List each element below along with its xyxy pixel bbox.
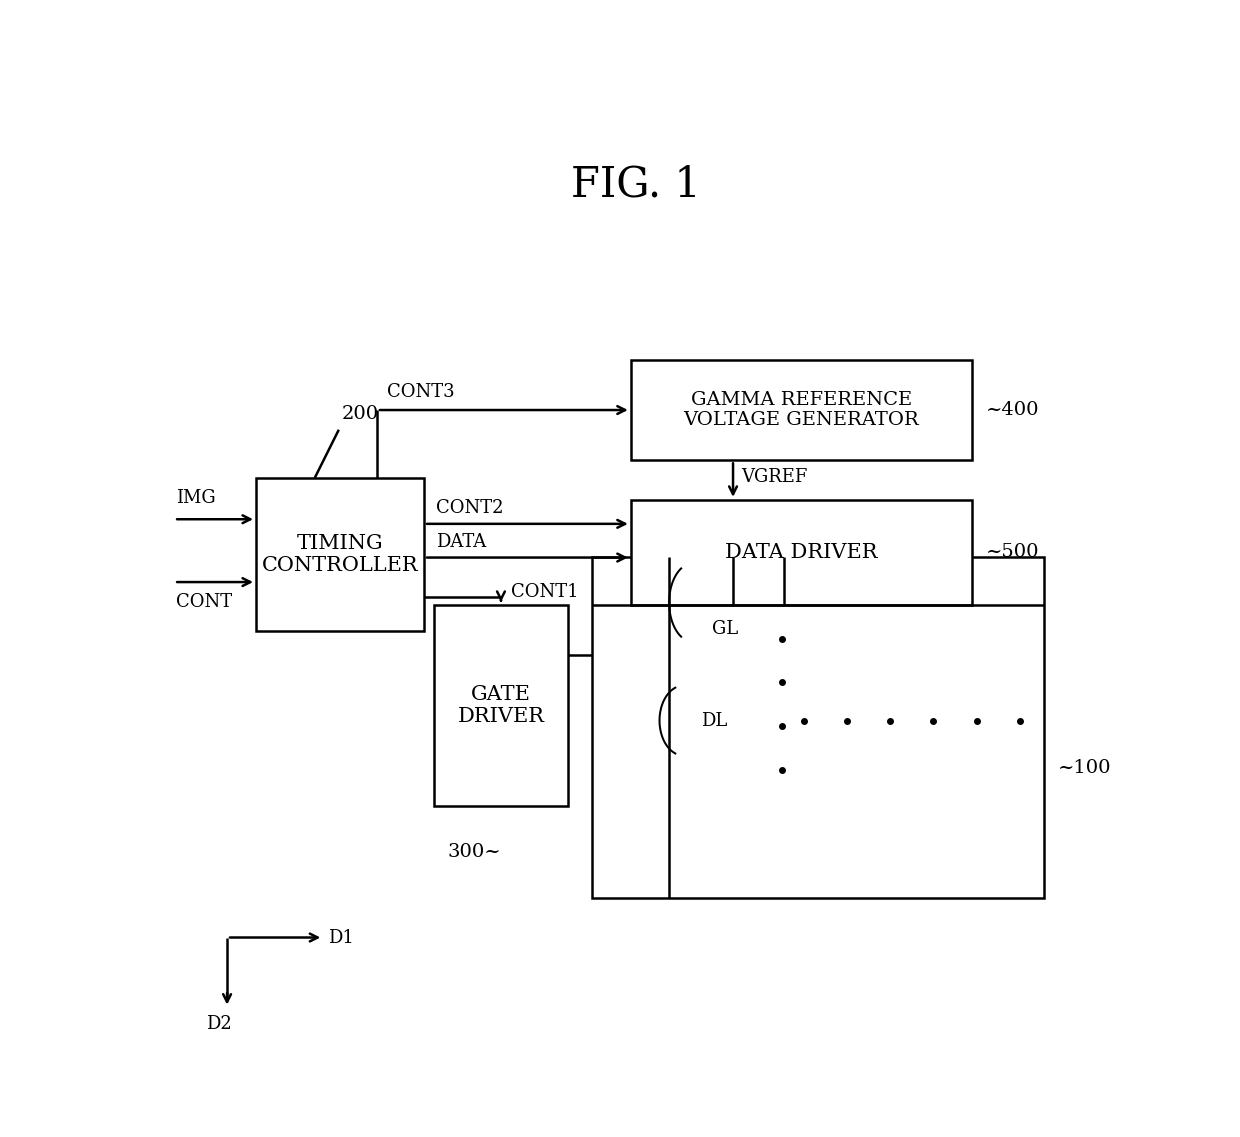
Bar xyxy=(631,500,972,605)
Bar xyxy=(631,359,972,460)
Text: ~500: ~500 xyxy=(986,543,1040,562)
Text: DATA: DATA xyxy=(435,533,486,551)
Text: GL: GL xyxy=(713,620,739,638)
Text: 300~: 300~ xyxy=(448,843,501,861)
Text: CONT2: CONT2 xyxy=(435,499,503,517)
Text: ~100: ~100 xyxy=(1059,760,1112,778)
Text: CONT: CONT xyxy=(176,592,232,611)
Text: FIG. 1: FIG. 1 xyxy=(570,164,701,206)
Text: DATA DRIVER: DATA DRIVER xyxy=(725,542,878,562)
Text: CONT3: CONT3 xyxy=(387,383,454,401)
Text: ~400: ~400 xyxy=(986,401,1040,420)
Bar xyxy=(593,557,1044,898)
Text: 200: 200 xyxy=(342,405,378,423)
Text: IMG: IMG xyxy=(176,489,216,507)
Text: CONT1: CONT1 xyxy=(511,583,578,601)
Text: VGREF: VGREF xyxy=(740,467,807,485)
Text: DL: DL xyxy=(701,712,727,730)
Bar xyxy=(434,605,568,806)
Text: GATE
DRIVER: GATE DRIVER xyxy=(458,684,544,727)
Text: GAMMA REFERENCE
VOLTAGE GENERATOR: GAMMA REFERENCE VOLTAGE GENERATOR xyxy=(683,391,919,430)
Text: D1: D1 xyxy=(327,929,353,946)
Bar xyxy=(255,478,424,631)
Text: TIMING
CONTROLLER: TIMING CONTROLLER xyxy=(262,534,418,575)
Text: D2: D2 xyxy=(207,1014,232,1032)
